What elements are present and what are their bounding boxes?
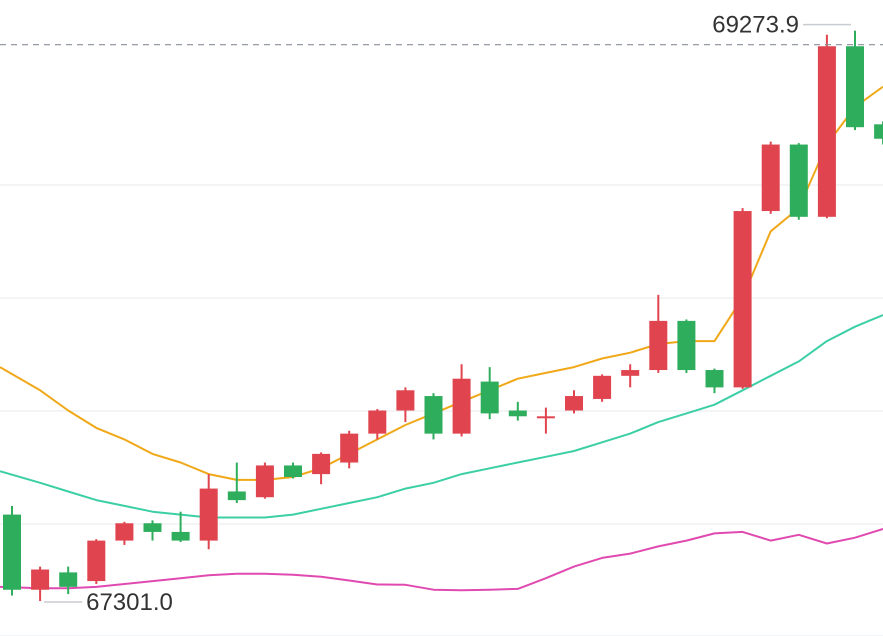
candle: [87, 539, 106, 584]
candle-body: [621, 370, 640, 376]
candle-body: [536, 416, 555, 419]
candle: [31, 566, 50, 602]
candle: [3, 505, 21, 596]
candle-body: [705, 370, 724, 388]
candle: [368, 409, 387, 440]
candle: [705, 368, 724, 394]
candle-body: [874, 124, 883, 139]
candle-body: [87, 540, 106, 582]
candle-body: [480, 381, 499, 414]
candle: [677, 319, 696, 373]
candle-body: [255, 465, 274, 498]
candle: [199, 474, 218, 550]
candle: [761, 141, 780, 214]
candle: [171, 511, 190, 543]
candle: [59, 566, 78, 595]
candle: [424, 393, 443, 440]
candle-body: [424, 396, 443, 434]
candle: [143, 520, 162, 541]
candle-body: [171, 531, 190, 541]
candle-body: [761, 144, 780, 212]
candle: [284, 462, 302, 479]
candle: [817, 34, 836, 219]
candle: [508, 401, 527, 421]
candle: [649, 294, 668, 373]
candle: [621, 364, 640, 388]
candle-body: [115, 523, 134, 541]
candle: [115, 521, 134, 545]
candle-body: [452, 378, 471, 434]
candle-body: [508, 410, 527, 417]
candle: [312, 452, 331, 485]
candle-body: [199, 488, 218, 541]
candle-body: [396, 390, 415, 411]
price-annotations: 69273.9 67301.0: [0, 12, 883, 616]
candle-body: [677, 320, 696, 371]
candle-body: [340, 433, 359, 463]
ma-line-low: [0, 528, 883, 592]
candle-body: [59, 572, 78, 587]
candle-body: [284, 465, 302, 477]
ma-line-mid: [0, 314, 883, 519]
candle: [536, 407, 555, 434]
candle-body: [649, 320, 668, 371]
candle-body: [733, 211, 752, 388]
candle: [255, 462, 274, 499]
candle: [565, 390, 583, 414]
candle: [396, 387, 415, 423]
low-price-label: 67301.0: [86, 589, 173, 616]
candle-body: [227, 491, 246, 501]
candle-body: [789, 144, 808, 217]
candle: [340, 430, 359, 469]
candle-body: [817, 46, 836, 217]
candles: [3, 30, 883, 602]
candle-body: [368, 410, 387, 434]
candle: [846, 30, 864, 131]
candle: [874, 121, 883, 145]
candle-body: [3, 514, 21, 590]
candle-body: [846, 46, 864, 128]
candle: [452, 364, 471, 437]
candle-body: [565, 396, 583, 411]
candle-body: [312, 453, 331, 475]
candle: [227, 462, 246, 504]
candle-body: [31, 569, 50, 590]
candle-body: [143, 523, 162, 532]
candle-body: [593, 375, 612, 399]
candle: [789, 143, 808, 220]
candle: [593, 374, 612, 402]
candle: [480, 367, 499, 420]
high-price-label: 69273.9: [712, 12, 799, 39]
candle: [733, 208, 752, 389]
